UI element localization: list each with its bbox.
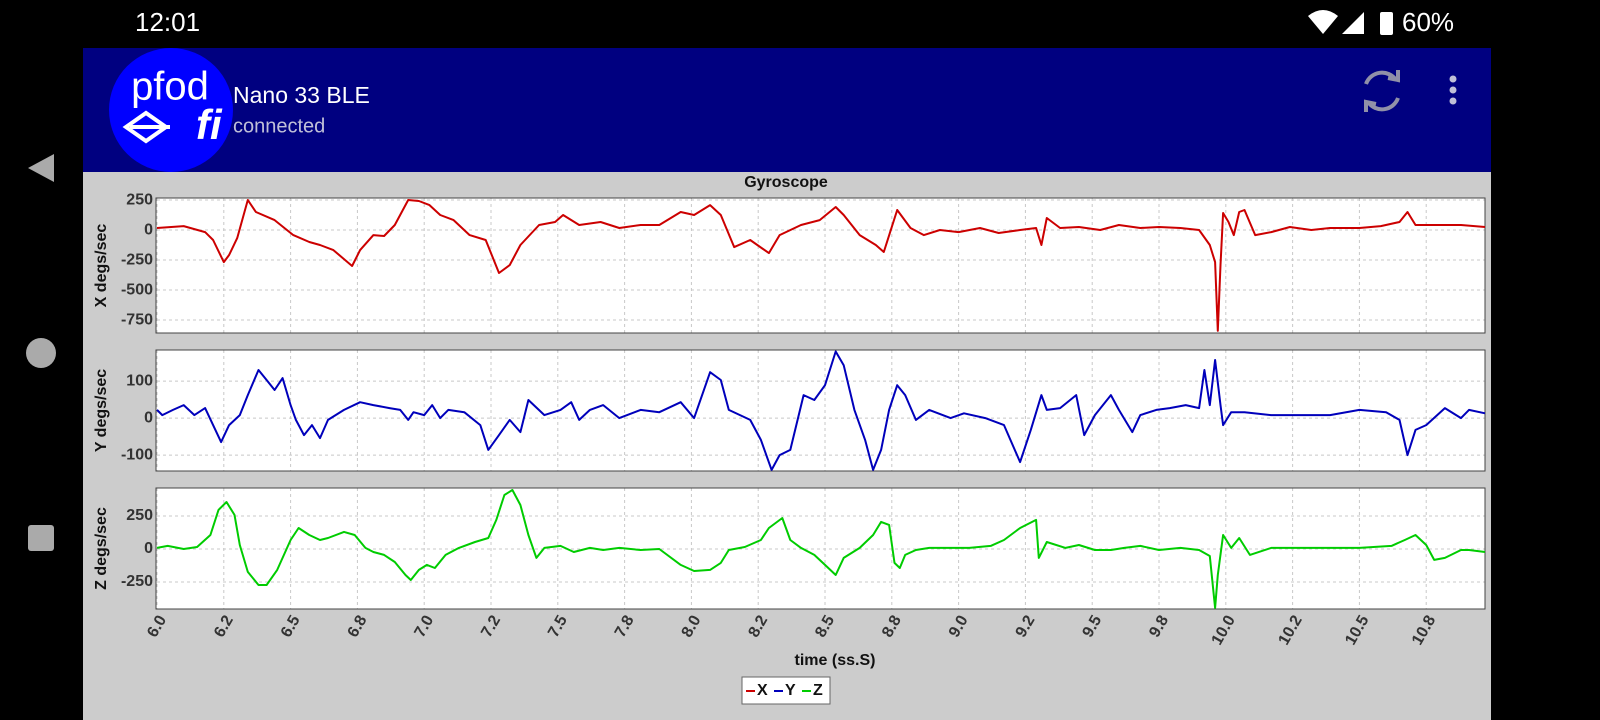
y-tick-label: 0: [144, 540, 153, 557]
plot-area: [156, 350, 1485, 471]
y-tick-label: -250: [121, 573, 153, 590]
y-tick-label: 250: [126, 507, 153, 524]
legend-label: Z: [813, 682, 823, 699]
y-axis-label: Z degs/sec: [93, 507, 110, 590]
menu-button[interactable]: [1449, 75, 1457, 105]
y-axis-label: Y degs/sec: [93, 369, 110, 452]
y-tick-label: 100: [126, 372, 153, 389]
back-button[interactable]: [28, 154, 54, 182]
logo-arrow: [122, 110, 170, 144]
plot-border: [155, 487, 1486, 610]
line-series: [156, 350, 1486, 471]
app-bar: [83, 48, 1491, 172]
y-tick-label: -100: [121, 446, 153, 463]
app-subtitle: connected: [233, 115, 325, 137]
x-axis-label: time (ss.S): [795, 652, 876, 669]
y-tick-label: -250: [121, 251, 153, 268]
wifi-icon: [1308, 10, 1338, 34]
recents-button[interactable]: [28, 525, 54, 551]
line-series: [156, 199, 1486, 332]
legend-label: Y: [785, 682, 796, 699]
line-series: [156, 489, 1486, 609]
chart-title: Gyroscope: [744, 174, 828, 191]
home-button[interactable]: [26, 338, 56, 368]
battery-level: 60%: [1402, 7, 1454, 37]
legend: [741, 676, 831, 705]
signal-icon: [1342, 12, 1364, 34]
refresh-button[interactable]: [1364, 70, 1400, 112]
battery-icon: [1380, 12, 1393, 35]
y-tick-label: -750: [121, 311, 153, 328]
logo[interactable]: [109, 48, 233, 172]
y-tick-label: 0: [144, 221, 153, 238]
y-axis-label: X degs/sec: [93, 224, 110, 308]
logo-text: pfod: [131, 65, 209, 109]
app-title: Nano 33 BLE: [233, 82, 370, 108]
legend-label: X: [757, 682, 768, 699]
y-tick-label: -500: [121, 281, 153, 298]
clock: 12:01: [135, 7, 200, 37]
plot-border: [155, 197, 1486, 334]
logo-sub: fi: [196, 101, 223, 148]
y-tick-label: 250: [126, 191, 153, 208]
plot-border: [155, 349, 1486, 472]
y-tick-label: 0: [144, 409, 153, 426]
